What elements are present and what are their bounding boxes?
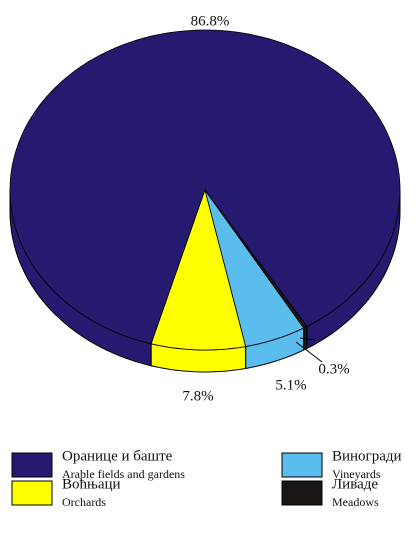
legend-swatch xyxy=(281,452,323,478)
legend-sublabel: Vineyards xyxy=(332,467,381,481)
legend-swatch xyxy=(281,480,323,506)
leader-line xyxy=(299,337,316,341)
legend-label: Виногради xyxy=(332,448,402,464)
legend-label: Оранице и баште xyxy=(62,448,173,464)
value-label: 0.3% xyxy=(318,361,349,377)
pie-slice xyxy=(204,189,305,347)
pie-slice xyxy=(204,189,308,329)
legend-sublabel: Arable fields and gardens xyxy=(62,467,185,481)
value-label: 5.1% xyxy=(275,377,306,393)
legend-swatch xyxy=(11,452,53,478)
value-label: 86.8% xyxy=(191,13,230,29)
pie-slice xyxy=(9,29,401,345)
legend-sublabel: Orchards xyxy=(62,495,106,509)
leader-line xyxy=(295,341,323,363)
legend-swatch xyxy=(11,480,53,506)
value-label: 7.8% xyxy=(182,388,213,404)
pie-slice xyxy=(150,188,247,351)
legend-sublabel: Meadows xyxy=(332,495,379,509)
legend-label: Воћњаци xyxy=(62,476,121,492)
legend-label: Ливаде xyxy=(332,476,378,492)
